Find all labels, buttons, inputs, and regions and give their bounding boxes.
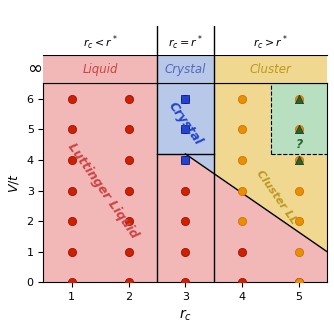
Point xyxy=(183,127,188,132)
Bar xyxy=(157,55,214,83)
Bar xyxy=(214,55,327,83)
Text: ⋮: ⋮ xyxy=(180,72,191,82)
Point xyxy=(239,280,245,285)
Point xyxy=(296,157,302,162)
Point xyxy=(69,249,74,255)
Text: Cluster: Cluster xyxy=(249,63,292,75)
Point xyxy=(239,96,245,101)
Point xyxy=(126,219,131,224)
Point xyxy=(126,249,131,255)
Point xyxy=(183,188,188,193)
Point xyxy=(239,188,245,193)
Point xyxy=(69,157,74,162)
Point xyxy=(296,249,302,255)
Point xyxy=(296,280,302,285)
Point xyxy=(296,96,302,101)
Bar xyxy=(157,83,214,154)
Point xyxy=(183,96,188,101)
Bar xyxy=(157,83,214,282)
Point xyxy=(183,157,188,162)
Text: Crystal: Crystal xyxy=(166,99,205,147)
Bar xyxy=(214,83,327,282)
Point xyxy=(296,280,302,285)
Point xyxy=(69,188,74,193)
Text: $r_c > r^*$: $r_c > r^*$ xyxy=(253,34,288,52)
Point xyxy=(239,157,245,162)
Bar xyxy=(43,83,157,282)
Text: $r_c = r^*$: $r_c = r^*$ xyxy=(168,34,203,52)
Point xyxy=(183,127,188,132)
Text: ∞: ∞ xyxy=(27,60,42,78)
Bar xyxy=(43,55,157,83)
Point xyxy=(239,219,245,224)
Point xyxy=(296,219,302,224)
X-axis label: $r_c$: $r_c$ xyxy=(179,308,192,321)
Point xyxy=(183,280,188,285)
Point xyxy=(239,127,245,132)
Text: Liquid: Liquid xyxy=(82,63,118,75)
Text: Crystal: Crystal xyxy=(165,63,206,75)
Point xyxy=(296,157,302,162)
Text: Cluster LL: Cluster LL xyxy=(254,168,298,225)
Point xyxy=(183,157,188,162)
Point xyxy=(239,249,245,255)
Point xyxy=(296,127,302,132)
Y-axis label: $V/t$: $V/t$ xyxy=(7,173,21,193)
Point xyxy=(296,188,302,193)
Point xyxy=(126,188,131,193)
Point xyxy=(296,96,302,101)
Text: ?: ? xyxy=(295,138,303,151)
Point xyxy=(183,249,188,255)
Text: $r_c < r^*$: $r_c < r^*$ xyxy=(82,34,118,52)
Point xyxy=(69,96,74,101)
Point xyxy=(183,219,188,224)
Point xyxy=(126,127,131,132)
Polygon shape xyxy=(271,83,327,154)
Polygon shape xyxy=(157,154,327,282)
Point xyxy=(69,280,74,285)
Point xyxy=(69,219,74,224)
Point xyxy=(126,96,131,101)
Text: Luttinger Liquid: Luttinger Liquid xyxy=(65,141,141,241)
Point xyxy=(296,127,302,132)
Point xyxy=(126,157,131,162)
Point xyxy=(183,96,188,101)
Point xyxy=(69,127,74,132)
Point xyxy=(126,280,131,285)
